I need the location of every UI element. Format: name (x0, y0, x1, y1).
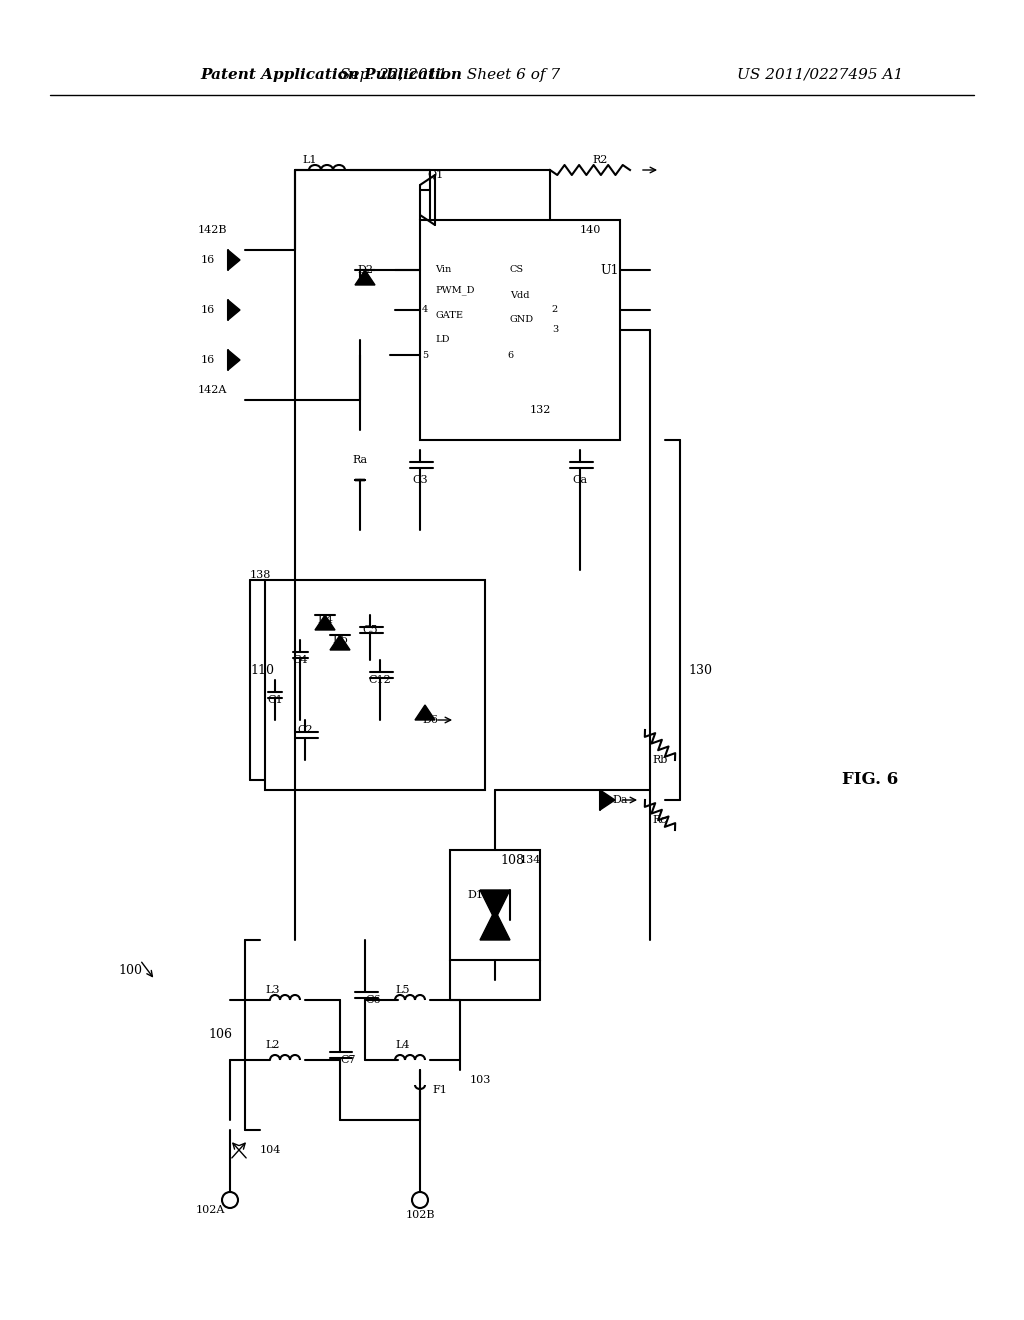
Text: D6: D6 (422, 715, 438, 725)
Text: 130: 130 (688, 664, 712, 676)
Text: 142A: 142A (198, 385, 226, 395)
Bar (420, 220, 620, 440)
Text: 106: 106 (208, 1028, 232, 1041)
Text: Da: Da (612, 795, 628, 805)
Text: L4: L4 (395, 1040, 410, 1049)
Text: 102A: 102A (196, 1205, 224, 1214)
Text: C12: C12 (369, 675, 391, 685)
Text: 102B: 102B (406, 1210, 435, 1220)
Text: D4: D4 (317, 615, 333, 624)
Bar (265, 579, 485, 789)
Text: 16: 16 (201, 305, 215, 315)
Polygon shape (415, 705, 435, 719)
Text: 16: 16 (201, 255, 215, 265)
Text: C4: C4 (292, 655, 308, 665)
Polygon shape (228, 249, 240, 271)
Text: 142B: 142B (198, 224, 226, 235)
Text: GATE: GATE (435, 310, 463, 319)
Polygon shape (600, 789, 615, 810)
Text: U1: U1 (600, 264, 618, 276)
Polygon shape (480, 909, 510, 940)
Text: F1: F1 (432, 1085, 447, 1096)
Text: FIG. 6: FIG. 6 (842, 771, 898, 788)
Text: R2: R2 (592, 154, 607, 165)
Text: D1: D1 (467, 890, 483, 900)
Text: Ca: Ca (572, 475, 588, 484)
Text: Rc: Rc (652, 814, 668, 825)
Polygon shape (315, 615, 335, 630)
Text: US 2011/0227495 A1: US 2011/0227495 A1 (737, 69, 903, 82)
Text: 6: 6 (507, 351, 513, 359)
Text: CS: CS (510, 265, 524, 275)
Text: 3: 3 (552, 326, 558, 334)
Text: GND: GND (510, 315, 535, 325)
Text: LD: LD (435, 335, 450, 345)
Text: 138: 138 (249, 570, 270, 579)
Text: Q1: Q1 (427, 170, 443, 180)
Bar (450, 850, 540, 960)
Text: Ra: Ra (352, 455, 368, 465)
Text: 108: 108 (500, 854, 524, 866)
Text: L1: L1 (303, 154, 317, 165)
Text: 100: 100 (118, 964, 142, 977)
Text: 110: 110 (250, 664, 274, 676)
Polygon shape (330, 635, 350, 649)
Text: 132: 132 (529, 405, 551, 414)
Text: 16: 16 (201, 355, 215, 366)
Polygon shape (355, 271, 375, 285)
Text: PWM_D: PWM_D (435, 285, 474, 294)
Polygon shape (480, 890, 510, 920)
Text: L2: L2 (265, 1040, 280, 1049)
Text: C6: C6 (365, 995, 381, 1005)
Text: 5: 5 (422, 351, 428, 359)
Polygon shape (228, 350, 240, 370)
Text: C1: C1 (267, 696, 283, 705)
Text: 104: 104 (260, 1144, 282, 1155)
Text: Vin: Vin (435, 265, 452, 275)
Text: C7: C7 (340, 1055, 355, 1065)
Text: 4: 4 (422, 305, 428, 314)
Text: L3: L3 (265, 985, 280, 995)
Text: D5: D5 (332, 635, 348, 645)
Text: Patent Application Publication: Patent Application Publication (200, 69, 462, 82)
Text: 134: 134 (519, 855, 541, 865)
Text: 140: 140 (580, 224, 601, 235)
Text: Sep. 22, 2011    Sheet 6 of 7: Sep. 22, 2011 Sheet 6 of 7 (340, 69, 560, 82)
Text: L5: L5 (395, 985, 410, 995)
Text: 2: 2 (552, 305, 558, 314)
Text: D2: D2 (357, 265, 373, 275)
Text: C2: C2 (297, 725, 312, 735)
Text: Vdd: Vdd (510, 290, 529, 300)
Polygon shape (228, 300, 240, 319)
Text: Rb: Rb (652, 755, 668, 766)
Text: 103: 103 (470, 1074, 492, 1085)
Text: C3: C3 (413, 475, 428, 484)
Text: C5: C5 (362, 624, 378, 635)
